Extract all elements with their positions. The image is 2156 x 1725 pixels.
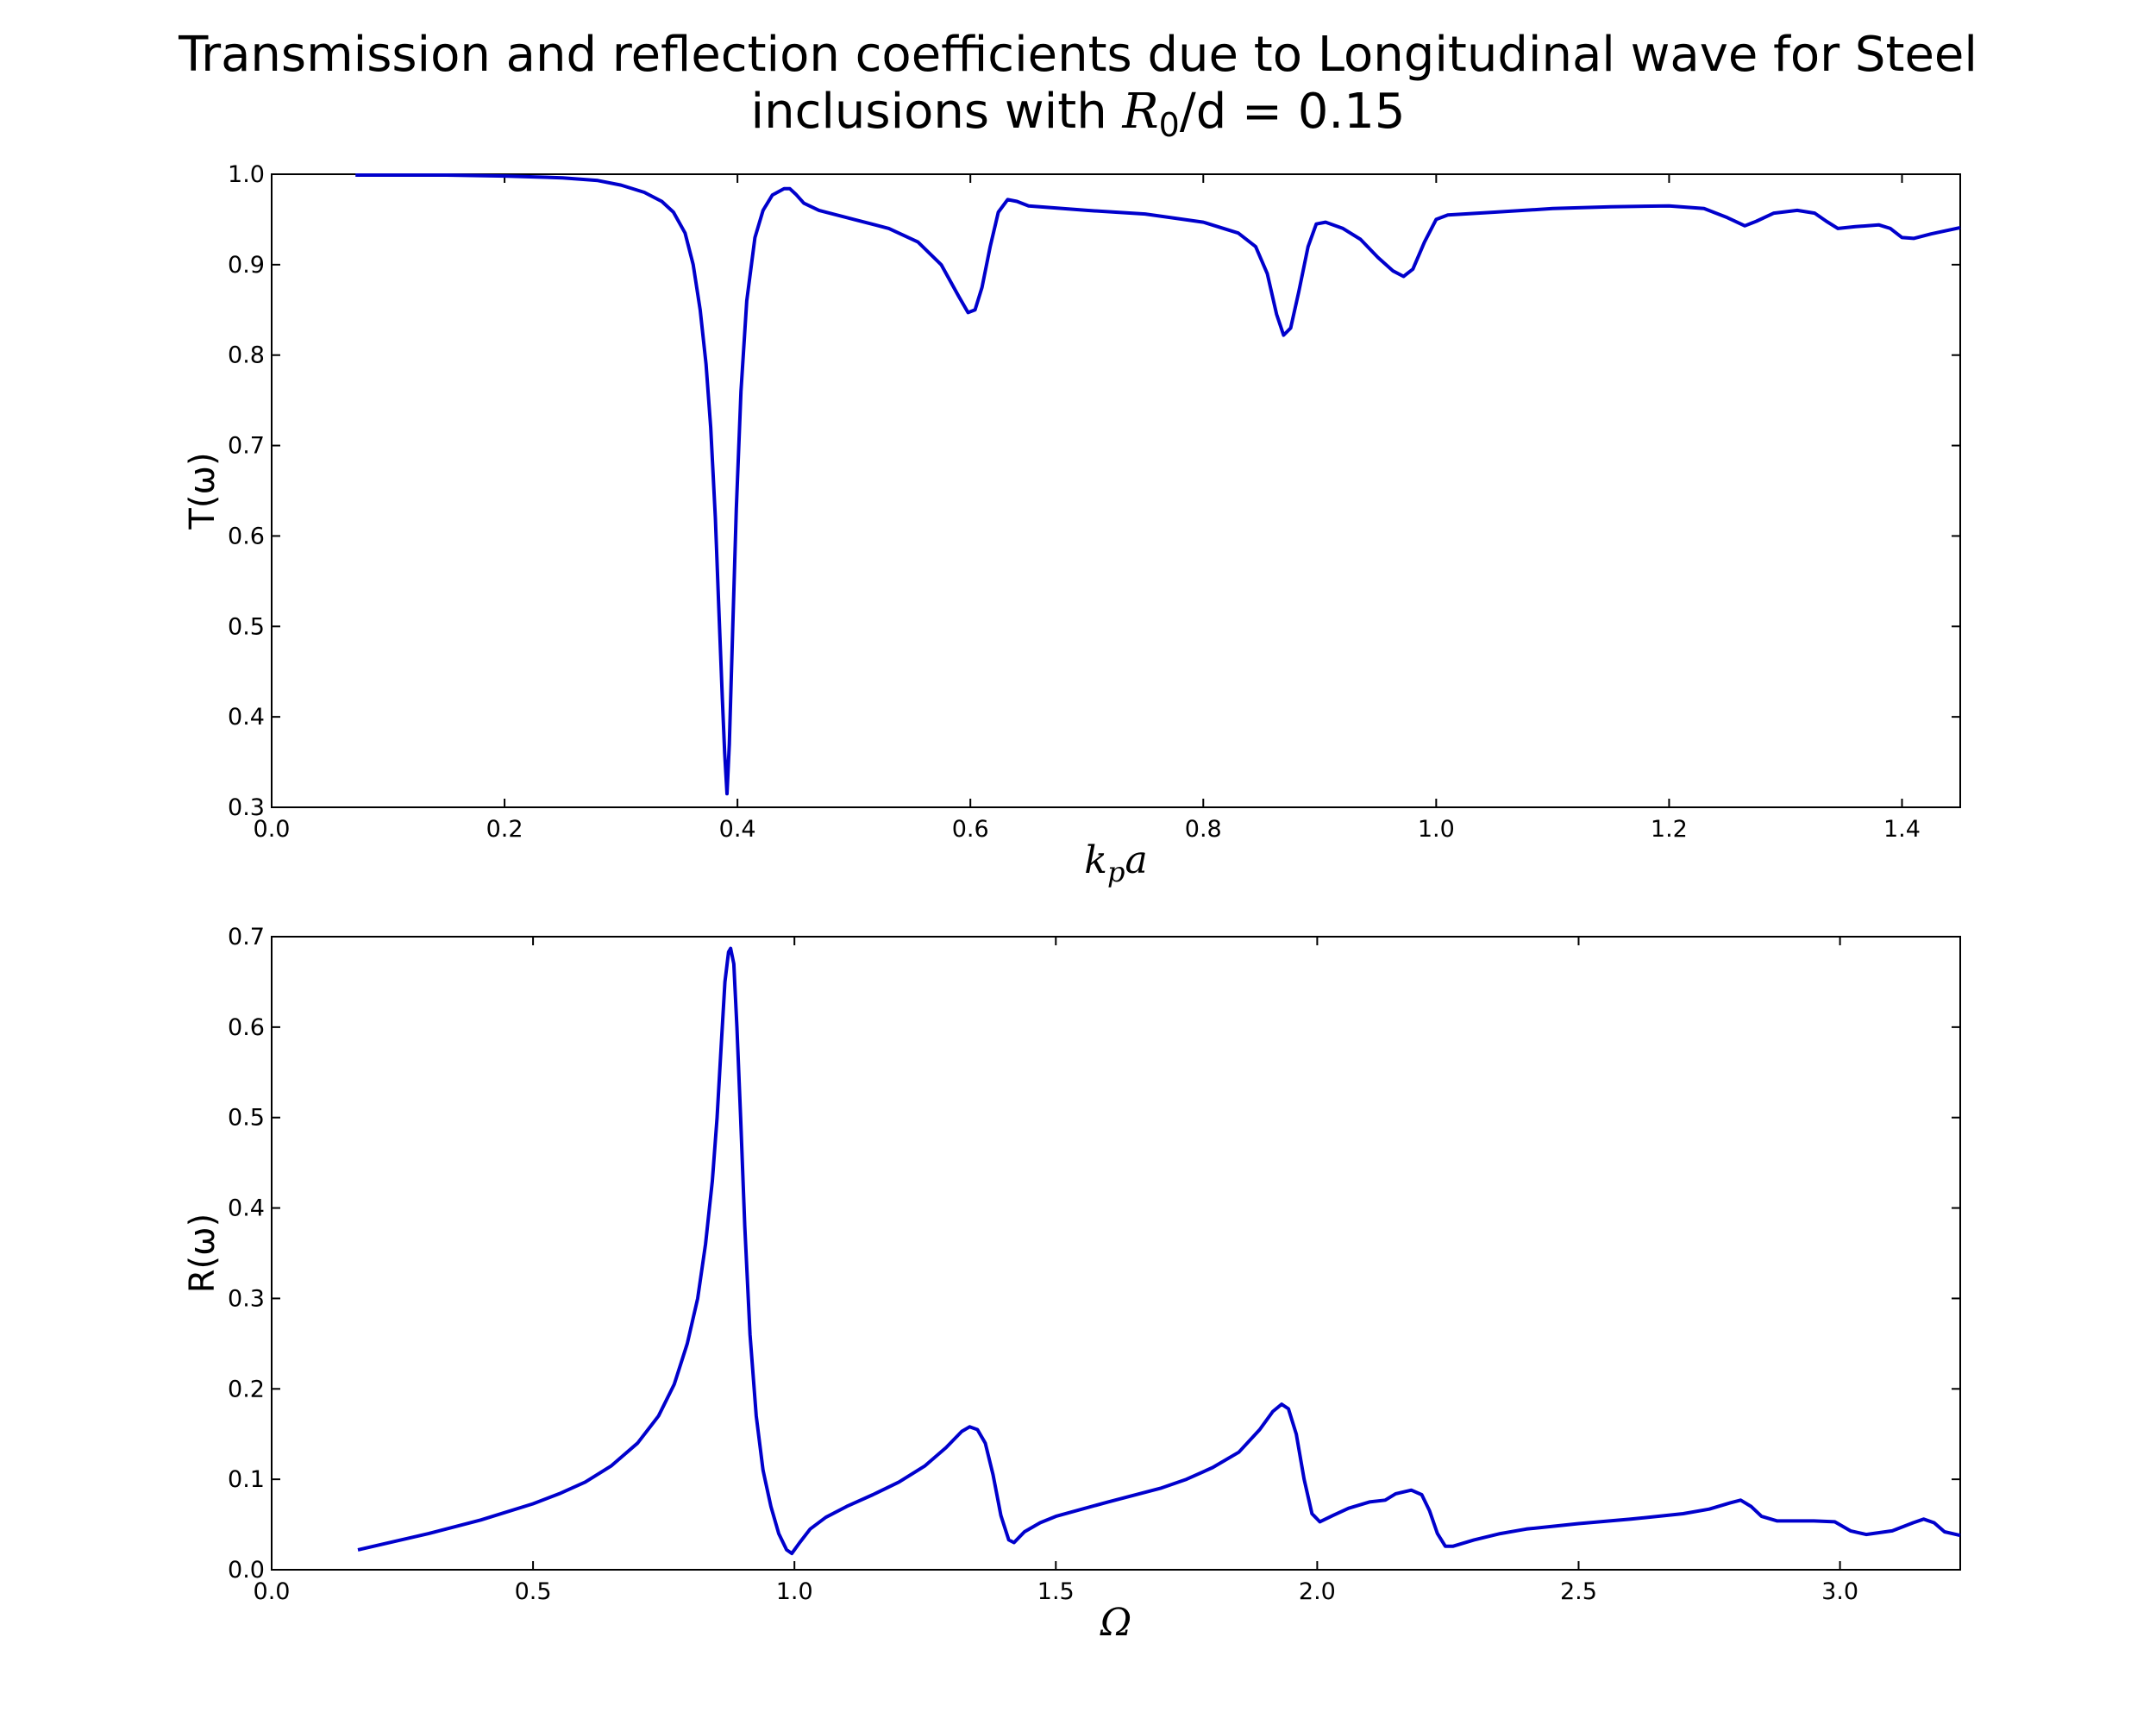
reflection-curve [357,946,1961,1556]
transmission-curve [355,173,1961,796]
reflection-x-tick-label: 0.0 [254,1578,291,1605]
reflection-x-tick-label: 1.0 [776,1578,813,1605]
kpa-tail: a [1125,838,1147,882]
reflection-y-tick-label: 0.2 [228,1376,265,1402]
transmission-plot: 0.0 0.2 0.4 0.6 0.8 1.0 1.2 1.4 0.3 0.4 0.5 0.6 0.7 0… [183,161,1961,888]
reflection-y-tick-label: 0.3 [228,1285,265,1312]
transmission-x-tick-label: 0.6 [952,816,989,843]
transmission-y-tick-label: 0.8 [228,342,265,369]
reflection-plot-frame [271,936,1961,1571]
figure-title-subscript: 0 [1159,106,1180,144]
reflection-x-axis-label: Ω [1100,1601,1131,1645]
figure-title-line-2: inclusions with R0/d = 0.15 [751,84,1406,144]
kpa-subscript: p [1107,856,1125,888]
figure-title-prefix: inclusions with [751,84,1123,140]
transmission-plot-frame [271,173,1961,808]
reflection-y-tick-label: 0.4 [228,1195,265,1222]
transmission-x-tick-label: 0.0 [254,816,291,843]
reflection-x-tick-label: 2.0 [1299,1578,1336,1605]
reflection-x-tick-label: 2.5 [1560,1578,1597,1605]
transmission-y-tick-label: 0.9 [228,252,265,279]
reflection-plot: 0.0 0.5 1.0 1.5 2.0 2.5 3.0 0.0 0.1 0.2 0.3 0.4 0.5 0… [183,924,1961,1645]
reflection-y-tick-label: 0.7 [228,924,265,950]
figure-title-suffix: /d = 0.15 [1180,84,1406,140]
transmission-x-tick-label: 1.4 [1883,816,1921,843]
transmission-y-tick-label: 0.6 [228,523,265,549]
transmission-x-tick-label: 1.2 [1651,816,1688,843]
reflection-y-axis-label: R(ω) [183,1214,222,1294]
reflection-y-tick-label: 0.1 [228,1466,265,1493]
transmission-x-tick-label: 0.2 [486,816,523,843]
reflection-x-tick-label: 3.0 [1821,1578,1858,1605]
reflection-y-tick-label: 0.0 [228,1557,265,1584]
transmission-y-tick-label: 0.4 [228,704,265,731]
reflection-x-tick-label: 1.5 [1037,1578,1075,1605]
figure-title-line-1: Transmission and reflection coefficients… [178,27,1977,83]
figure-title-math: R [1121,84,1158,140]
transmission-x-axis-label: kpa [1084,838,1147,888]
transmission-x-tick-label: 1.0 [1418,816,1455,843]
transmission-y-tick-label: 0.3 [228,794,265,821]
kpa-main: k [1084,838,1107,882]
reflection-x-tick-label: 0.5 [515,1578,552,1605]
transmission-y-tick-label: 0.7 [228,433,265,460]
transmission-y-axis-label: T(ω) [183,452,222,530]
reflection-tick-group: 0.0 0.5 1.0 1.5 2.0 2.5 3.0 0.0 0.1 0.2 0.3 0.4 0.5 0… [228,924,1960,1605]
reflection-y-tick-label: 0.6 [228,1014,265,1041]
transmission-y-tick-label: 0.5 [228,613,265,640]
transmission-x-tick-label: 0.4 [719,816,756,843]
transmission-y-tick-label: 1.0 [228,161,265,188]
reflection-y-tick-label: 0.5 [228,1105,265,1132]
transmission-tick-group: 0.0 0.2 0.4 0.6 0.8 1.0 1.2 1.4 0.3 0.4 0.5 0.6 0.7 0… [228,161,1960,843]
transmission-x-tick-label: 0.8 [1185,816,1222,843]
